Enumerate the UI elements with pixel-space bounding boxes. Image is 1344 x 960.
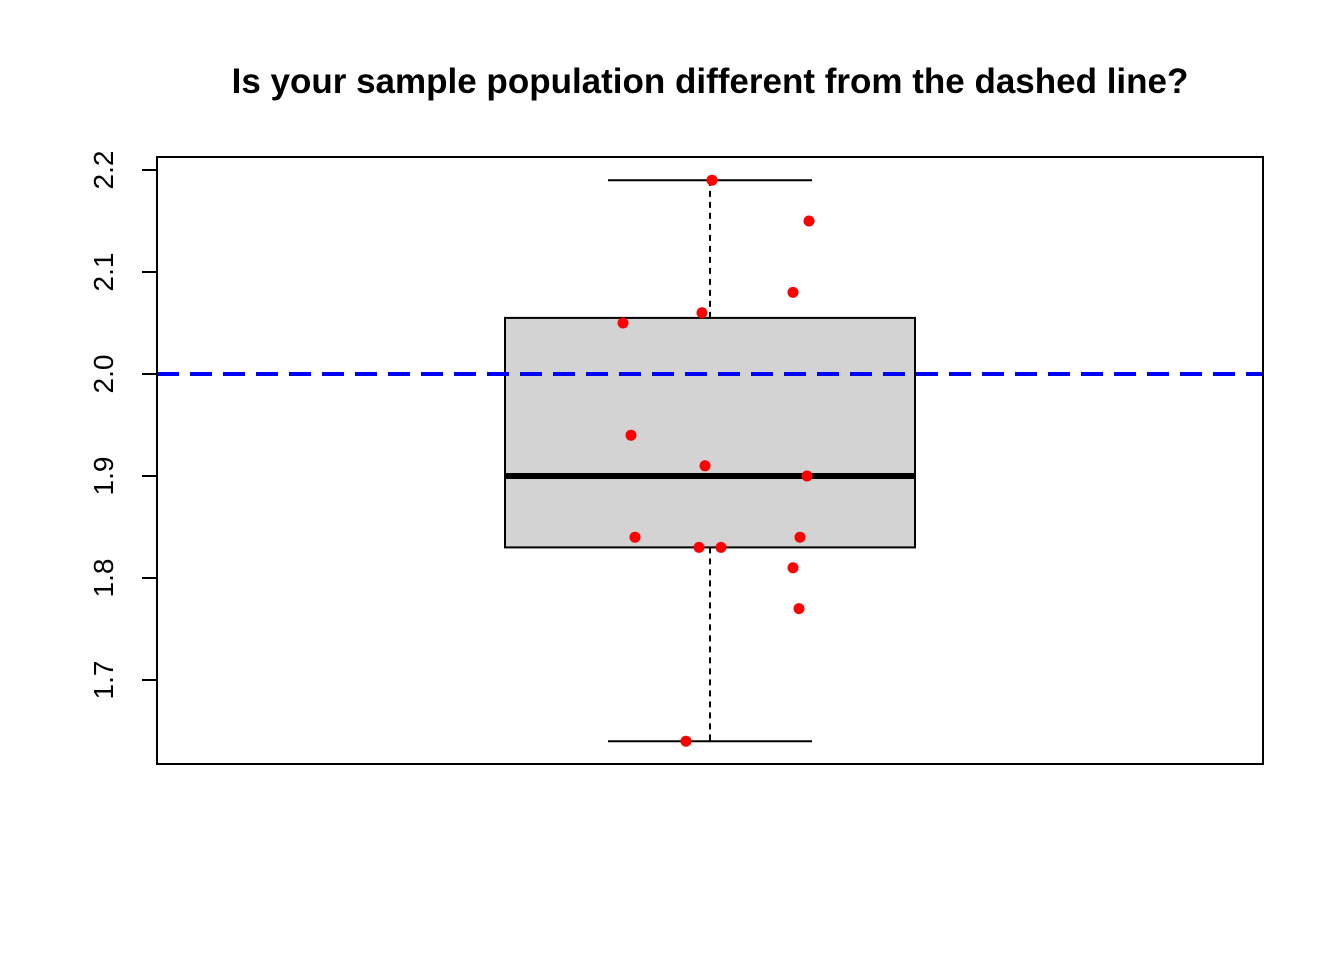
data-point bbox=[680, 735, 692, 747]
y-tick-label: 2.0 bbox=[88, 355, 119, 394]
data-point bbox=[715, 541, 727, 553]
data-point bbox=[706, 174, 718, 186]
y-tick-label: 2.2 bbox=[88, 151, 119, 190]
data-point bbox=[787, 286, 799, 298]
data-point bbox=[787, 562, 799, 574]
y-tick-label: 1.8 bbox=[88, 559, 119, 598]
data-point bbox=[794, 531, 806, 543]
y-tick-label: 2.1 bbox=[88, 253, 119, 292]
data-point bbox=[696, 307, 708, 319]
chart-title: Is your sample population different from… bbox=[232, 62, 1189, 101]
data-point bbox=[617, 317, 629, 329]
y-axis: 1.7 1.8 1.9 2.0 2.1 2.2 bbox=[88, 151, 158, 700]
box-iqr bbox=[504, 316, 916, 549]
data-point bbox=[625, 429, 637, 441]
data-point bbox=[803, 215, 815, 227]
plot-area bbox=[157, 174, 1263, 747]
data-point bbox=[801, 470, 813, 482]
plot-frame bbox=[156, 156, 1264, 765]
data-point bbox=[699, 460, 711, 472]
data-point bbox=[629, 531, 641, 543]
data-point bbox=[793, 603, 805, 615]
y-tick-label: 1.9 bbox=[88, 457, 119, 496]
data-point bbox=[693, 541, 705, 553]
y-tick-label: 1.7 bbox=[88, 661, 119, 700]
